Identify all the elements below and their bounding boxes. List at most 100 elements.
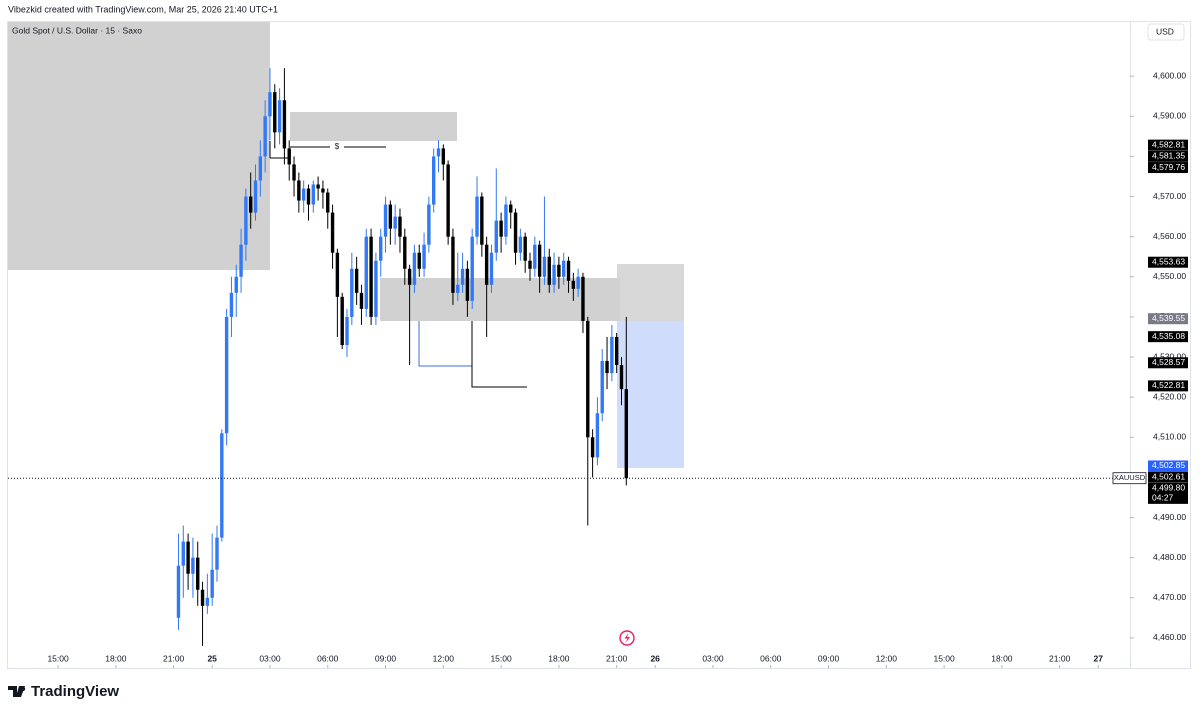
brand-mark: [8, 686, 26, 697]
price-label-box: [1148, 357, 1188, 369]
price-label: 4,522.81: [1152, 380, 1185, 390]
candle-body: [210, 569, 214, 598]
candle-body: [571, 280, 576, 289]
price-label-box: [1148, 162, 1188, 174]
price-label-box: [1148, 460, 1188, 472]
candle-body: [191, 557, 195, 574]
candle-body: [369, 236, 373, 317]
candle-body: [234, 276, 238, 293]
candle-body: [595, 413, 600, 458]
candle-body: [311, 184, 315, 205]
candle-body: [277, 100, 282, 133]
x-tick-label: 12:00: [876, 653, 898, 663]
x-tick-label: 03:00: [259, 653, 281, 663]
candle-body: [335, 252, 340, 297]
y-tick-label: 4,560.00: [1153, 231, 1186, 241]
y-tick-label: 4,520.00: [1153, 391, 1186, 401]
candle-body: [220, 433, 224, 538]
candle-body: [350, 268, 354, 317]
price-label-box: [1148, 256, 1188, 268]
zone-box: [290, 112, 457, 141]
x-tick-label: 09:00: [818, 653, 840, 663]
candle-body: [484, 244, 489, 285]
candle-body: [181, 541, 185, 566]
candle-body: [359, 292, 364, 309]
x-tick-label: 25: [207, 653, 217, 663]
candle-body: [345, 316, 349, 345]
currency-label[interactable]: USD: [1156, 26, 1174, 36]
x-tick-label: 21:00: [1049, 653, 1071, 663]
candle-body: [431, 156, 436, 205]
candle-body: [581, 276, 585, 321]
price-label: 4,502.61: [1152, 471, 1185, 481]
candle-body: [513, 212, 518, 253]
candle-body: [465, 268, 470, 301]
candle-body: [393, 216, 397, 229]
x-tick-label: 15:00: [490, 653, 512, 663]
candle-body: [417, 252, 421, 269]
candle-body: [388, 204, 393, 229]
candle-body: [239, 244, 243, 277]
candle-body: [562, 260, 566, 277]
candle-body: [287, 148, 291, 165]
candle-body: [374, 260, 378, 317]
y-tick-label: 4,530.00: [1153, 351, 1186, 361]
candle-body: [446, 164, 450, 237]
candle-body: [282, 100, 287, 149]
symbol-box: [1112, 472, 1147, 485]
candle-body: [552, 264, 556, 285]
y-tick-label: 4,590.00: [1153, 111, 1186, 121]
candle-body: [499, 220, 503, 237]
candle-body: [475, 196, 479, 237]
price-label: 4,579.76: [1152, 162, 1185, 172]
drawings: $: [8, 22, 684, 468]
candle-body: [354, 268, 359, 293]
price-label: 4,539.55: [1152, 313, 1185, 323]
y-tick-label: 4,470.00: [1153, 592, 1186, 602]
candle-body: [590, 437, 595, 458]
candle-body: [301, 188, 306, 201]
price-label: 4,502.85: [1152, 460, 1185, 470]
y-tick-label: 4,480.00: [1153, 552, 1186, 562]
x-tick-label: 21:00: [606, 653, 628, 663]
symbol-label: XAUUSD: [1114, 473, 1146, 482]
candle-body: [605, 361, 609, 374]
x-tick-label: 15:00: [47, 653, 69, 663]
candle-body: [196, 557, 200, 590]
candle-body: [576, 276, 580, 289]
candle-body: [364, 236, 368, 309]
x-tick-label: 03:00: [702, 653, 724, 663]
last-price-label: 4,499.80: [1152, 483, 1185, 493]
level-line: [471, 321, 527, 388]
price-label-box: [1148, 139, 1188, 151]
candle-body: [297, 180, 301, 201]
event-icon-bolt: [624, 633, 630, 643]
candle-body: [460, 268, 465, 285]
candle-body: [619, 365, 624, 390]
x-tick-label: 18:00: [105, 653, 127, 663]
candle-body: [600, 361, 604, 414]
candle-body: [316, 184, 320, 189]
candle-body: [407, 268, 412, 285]
candle-body: [292, 164, 296, 181]
candle-body: [494, 220, 498, 253]
candle-body: [610, 336, 614, 374]
candle-body: [523, 236, 527, 261]
zone-box: [8, 22, 270, 270]
x-tick-label: 15:00: [933, 653, 955, 663]
candle-body: [379, 236, 383, 261]
candle-body: [244, 196, 248, 245]
candle-body: [537, 244, 542, 277]
currency-box[interactable]: [1147, 23, 1185, 41]
header-text: Vibezkid created with TradingView.com, M…: [8, 4, 278, 14]
price-label: 4,581.35: [1152, 151, 1185, 161]
price-label: 4,582.81: [1152, 139, 1185, 149]
candle-body: [263, 116, 267, 157]
target-box: [617, 321, 684, 468]
candle-body: [215, 537, 219, 570]
price-label: 4,535.08: [1152, 331, 1185, 341]
candle-body: [258, 156, 263, 181]
price-label-box: [1148, 380, 1188, 392]
candle-body: [176, 565, 181, 618]
